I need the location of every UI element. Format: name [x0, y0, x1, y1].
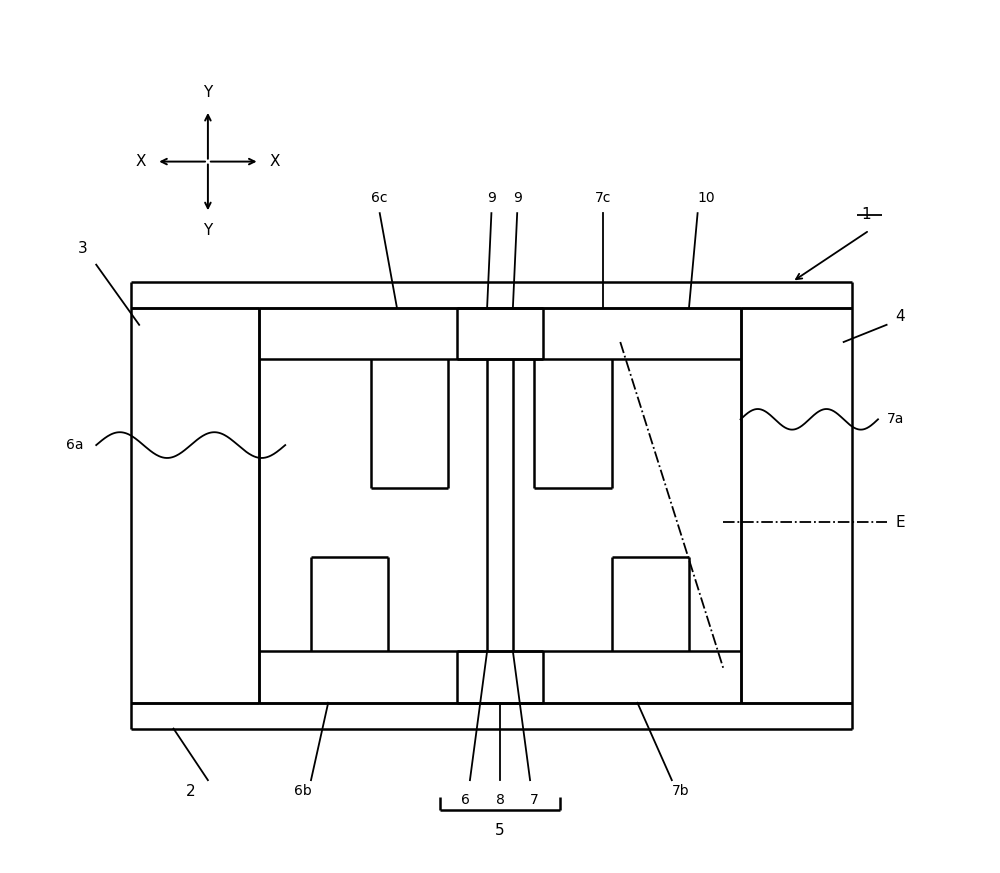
Text: 6c: 6c: [371, 190, 388, 204]
Text: 2: 2: [186, 785, 196, 800]
Text: 7a: 7a: [887, 412, 904, 426]
Text: 3: 3: [78, 241, 88, 256]
Text: 6a: 6a: [66, 438, 83, 452]
Text: X: X: [136, 154, 146, 169]
Text: E: E: [895, 515, 905, 530]
Text: Y: Y: [203, 223, 213, 238]
Text: Y: Y: [203, 85, 213, 100]
Text: 5: 5: [495, 823, 505, 838]
Text: 6b: 6b: [294, 785, 311, 799]
Text: 7b: 7b: [672, 785, 689, 799]
Text: 6: 6: [461, 793, 470, 807]
Text: 9: 9: [487, 190, 496, 204]
Text: 9: 9: [513, 190, 522, 204]
Text: 7c: 7c: [595, 190, 611, 204]
Text: 4: 4: [895, 309, 905, 324]
Text: 1: 1: [861, 207, 870, 222]
Text: 8: 8: [496, 793, 504, 807]
Text: X: X: [270, 154, 280, 169]
Text: 10: 10: [697, 190, 715, 204]
Text: 7: 7: [530, 793, 539, 807]
